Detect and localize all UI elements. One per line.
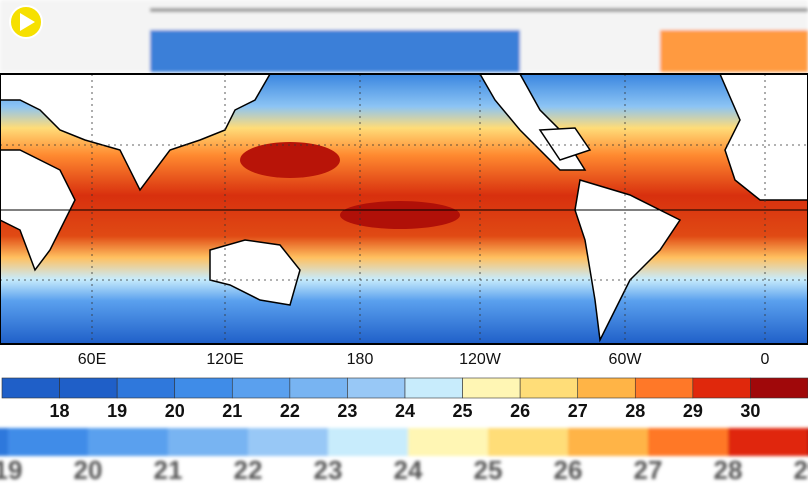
overlay-swatch <box>488 428 568 456</box>
colorbar-label: 29 <box>683 401 703 421</box>
colorbar-swatch <box>231 377 291 399</box>
overlay-label: 23 <box>314 455 343 485</box>
colorbar-label: 22 <box>280 401 300 421</box>
colorbar-label: 25 <box>453 401 473 421</box>
lon-label: 180 <box>347 351 374 368</box>
overlay-swatch <box>728 428 808 456</box>
overlay-swatch <box>248 428 328 456</box>
colorbar-swatch <box>1 377 60 399</box>
overlay-label: 26 <box>554 455 583 485</box>
colorbar-label: 23 <box>337 401 357 421</box>
overlay-label: 27 <box>634 455 663 485</box>
overlay-colorbar: 19 20 21 22 23 24 25 26 27 28 29 <box>0 428 808 485</box>
overlay-swatch <box>8 428 88 456</box>
overlay-swatch <box>328 428 408 456</box>
colorbar-swatch <box>347 377 406 399</box>
colorbar-swatch <box>174 377 233 399</box>
colorbar-label: 26 <box>510 401 530 421</box>
lon-label: 60W <box>609 351 643 368</box>
overlay-swatch <box>568 428 648 456</box>
overlay-label: 28 <box>714 455 743 485</box>
longitude-labels: 60E 120E 180 120W 60W 0 <box>78 351 770 368</box>
overlay-swatch <box>408 428 488 456</box>
colorbar-label: 30 <box>740 401 760 421</box>
colorbar-label: 21 <box>222 401 242 421</box>
colorbar-label: 18 <box>50 401 70 421</box>
colorbar-swatch <box>634 377 694 399</box>
overlay-swatch <box>168 428 248 456</box>
play-icon <box>20 13 35 31</box>
lon-label: 120E <box>206 351 243 368</box>
colorbar-swatch <box>577 377 636 399</box>
colorbar-label: 28 <box>625 401 645 421</box>
overlay-label: 24 <box>394 455 423 485</box>
sst-map <box>0 73 808 345</box>
colorbar-label: 27 <box>568 401 588 421</box>
colorbar-label: 20 <box>165 401 185 421</box>
colorbar: 18 19 20 21 22 23 24 25 26 27 28 29 30 <box>1 377 808 421</box>
colorbar-swatch <box>404 377 463 399</box>
overlay-label: 19 <box>0 455 22 485</box>
overlay-label: 22 <box>234 455 263 485</box>
overlay-swatch <box>0 428 8 456</box>
overlay-label: 29 <box>794 455 808 485</box>
colorbar-swatch <box>692 377 751 399</box>
colorbar-swatch <box>116 377 176 399</box>
overlay-label: 20 <box>74 455 103 485</box>
overlay-swatch <box>88 428 168 456</box>
overlay-label: 25 <box>474 455 503 485</box>
lon-label: 60E <box>78 351 106 368</box>
lon-label: 120W <box>459 351 502 368</box>
colorbar-swatch <box>519 377 579 399</box>
colorbar-swatch <box>462 377 521 399</box>
background-map <box>0 0 808 72</box>
overlay-label: 21 <box>154 455 183 485</box>
colorbar-label: 19 <box>107 401 127 421</box>
lon-label: 0 <box>761 351 770 368</box>
colorbar-swatch <box>750 377 808 399</box>
colorbar-label: 24 <box>395 401 415 421</box>
overlay-swatch <box>648 428 728 456</box>
colorbar-swatch <box>59 377 118 399</box>
colorbar-swatch <box>289 377 348 399</box>
